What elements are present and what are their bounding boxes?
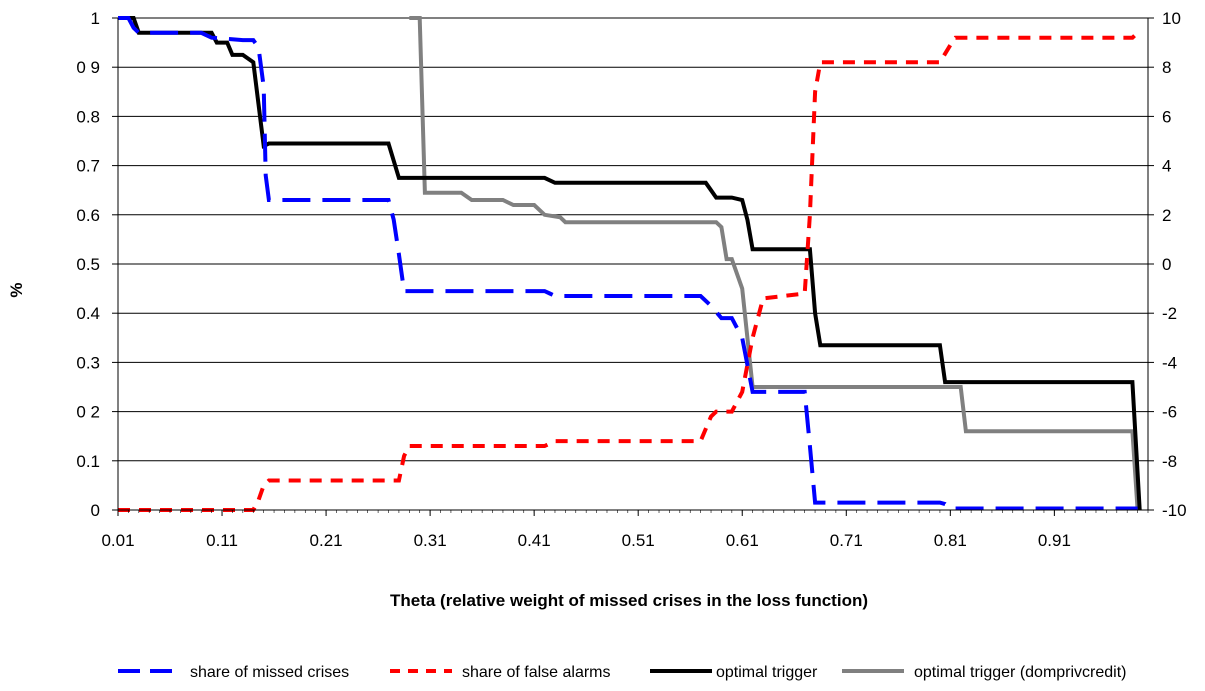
y-axis-title: %	[7, 282, 26, 297]
left-tick-label: 1	[91, 9, 100, 28]
right-tick-label: -10	[1162, 501, 1187, 520]
x-tick-label: 0.01	[101, 531, 134, 550]
left-tick-label: 0 9	[76, 58, 100, 77]
left-tick-label: 0.5	[76, 255, 100, 274]
left-tick-label: 0 2	[76, 403, 100, 422]
x-tick-label: 0.61	[726, 531, 759, 550]
left-tick-label: 0.4	[76, 304, 100, 323]
x-tick-label: 0.81	[934, 531, 967, 550]
legend-label: share of missed crises	[190, 664, 349, 681]
x-tick-label: 0.41	[518, 531, 551, 550]
x-tick-label: 0.71	[830, 531, 863, 550]
x-tick-label: 0.51	[622, 531, 655, 550]
right-tick-label: 8	[1162, 58, 1171, 77]
x-tick-label: 0.11	[206, 531, 238, 550]
series-line-1	[118, 31, 1139, 512]
gridlines	[118, 17, 1148, 462]
left-tick-labels: 0 0.1 0 2 0.3 0.4 0.5 0.6 0.7 0.8 0 9 1	[76, 9, 100, 520]
x-axis-title: Theta (relative weight of missed crises …	[390, 591, 868, 610]
legend-label: optimal trigger (domprivcredit)	[914, 664, 1127, 681]
left-tick-label: 0.7	[76, 157, 100, 176]
series-line-3	[409, 16, 1140, 511]
right-tick-label: -6	[1162, 403, 1177, 422]
right-tick-label: 6	[1162, 107, 1171, 126]
left-tick-label: 0	[91, 501, 100, 520]
series-line-0	[118, 16, 1138, 511]
x-tick-labels: 0.01 0.11 0.21 0.31 0.41 0.51 0.61 0.71 0.81 0.91	[101, 531, 1070, 550]
left-tick-label: 0.1	[76, 452, 100, 471]
plot-series	[118, 16, 1142, 512]
legend-label: optimal trigger	[716, 664, 818, 681]
right-tick-label: -4	[1162, 353, 1177, 372]
right-tick-label: 4	[1162, 157, 1171, 176]
x-tick-label: 0.31	[414, 531, 447, 550]
series-line-2	[118, 16, 1142, 511]
legend-label: share of false alarms	[462, 664, 611, 681]
axes	[112, 17, 1154, 516]
right-tick-label: 0	[1162, 255, 1171, 274]
right-tick-label: 10	[1162, 9, 1181, 28]
x-tick-label: 0.91	[1038, 531, 1071, 550]
left-tick-label: 0.6	[76, 206, 100, 225]
right-tick-label: -2	[1162, 304, 1177, 323]
x-tick-label: 0.21	[310, 531, 343, 550]
left-tick-label: 0.8	[76, 107, 100, 126]
legend: share of missed crises share of false ala…	[118, 664, 1127, 681]
right-tick-label: -8	[1162, 452, 1177, 471]
right-tick-label: 2	[1162, 206, 1171, 225]
left-tick-label: 0.3	[76, 353, 100, 372]
right-tick-labels: -10 -8 -6 -4 -2 0 2 4 6 8 10	[1162, 9, 1187, 520]
